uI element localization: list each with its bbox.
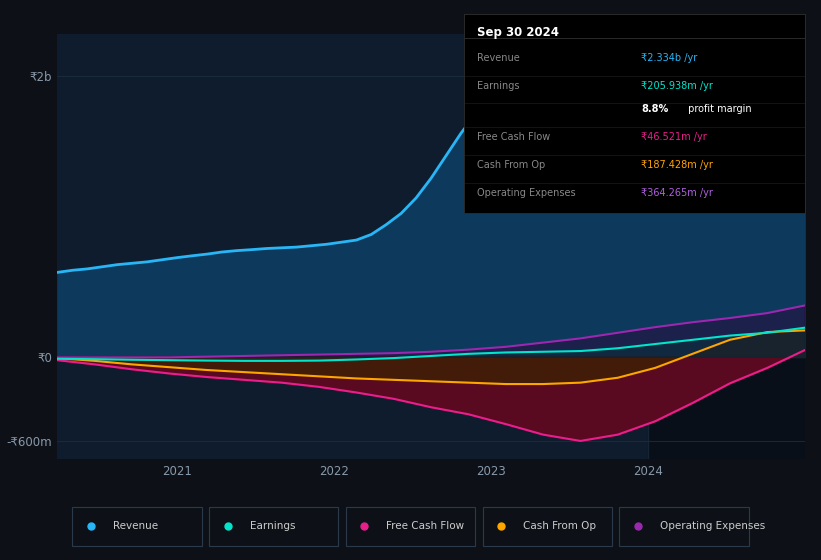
Text: ₹205.938m /yr: ₹205.938m /yr (641, 81, 713, 91)
FancyBboxPatch shape (346, 507, 475, 546)
Text: Operating Expenses: Operating Expenses (660, 521, 765, 531)
Text: Cash From Op: Cash From Op (478, 160, 546, 170)
Text: ₹46.521m /yr: ₹46.521m /yr (641, 132, 707, 142)
Text: Operating Expenses: Operating Expenses (478, 188, 576, 198)
Text: 8.8%: 8.8% (641, 104, 668, 114)
Text: Earnings: Earnings (250, 521, 296, 531)
FancyBboxPatch shape (619, 507, 749, 546)
FancyBboxPatch shape (483, 507, 612, 546)
Text: ₹187.428m /yr: ₹187.428m /yr (641, 160, 713, 170)
Text: Sep 30 2024: Sep 30 2024 (478, 26, 559, 39)
Text: Free Cash Flow: Free Cash Flow (478, 132, 551, 142)
Text: profit margin: profit margin (686, 104, 752, 114)
Text: Revenue: Revenue (478, 53, 521, 63)
Text: Free Cash Flow: Free Cash Flow (387, 521, 465, 531)
Text: Revenue: Revenue (113, 521, 158, 531)
Text: Cash From Op: Cash From Op (523, 521, 596, 531)
FancyBboxPatch shape (72, 507, 202, 546)
Bar (648, 34, 805, 459)
Text: ₹364.265m /yr: ₹364.265m /yr (641, 188, 713, 198)
FancyBboxPatch shape (209, 507, 338, 546)
Text: ₹2.334b /yr: ₹2.334b /yr (641, 53, 697, 63)
Text: Earnings: Earnings (478, 81, 520, 91)
